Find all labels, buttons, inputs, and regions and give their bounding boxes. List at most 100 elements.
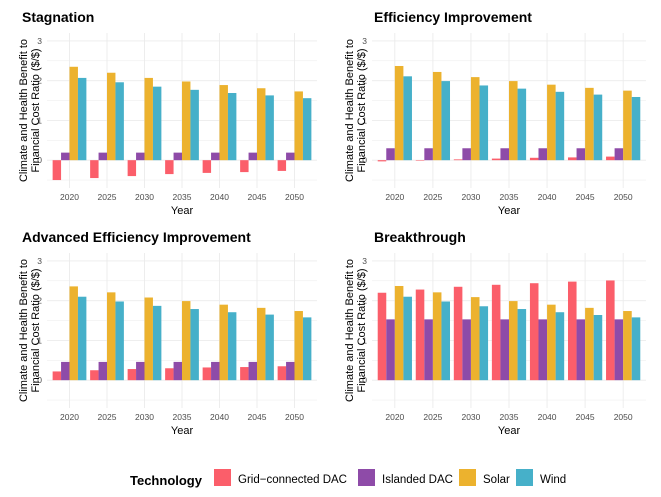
bar-grid-connected-dac-2020: [377, 160, 387, 162]
bar-solar-2020: [69, 286, 78, 381]
panel-breakthrough: Breakthrough 0 1 2 3 2020 2025 2030 2035 2040 2045…: [344, 229, 646, 437]
y-tick-label: 3: [37, 36, 42, 46]
x-tick-label: 2035: [173, 192, 192, 202]
bar-grid-connected-dac-2020: [52, 160, 62, 181]
x-tick-label: 2040: [538, 192, 557, 202]
bar-solar-2030: [470, 77, 480, 161]
bar-islanded-dac-2040: [538, 319, 548, 381]
bar-wind-2040: [227, 93, 237, 161]
bar-solar-2040: [547, 84, 556, 161]
x-tick-label: 2025: [98, 192, 117, 202]
bar-grid-connected-dac-2030: [127, 160, 137, 177]
bar-grid-connected-dac-2020: [52, 371, 62, 381]
bar-islanded-dac-2045: [576, 319, 586, 381]
x-tick-label: 2030: [461, 192, 480, 202]
bar-grid-connected-dac-2050: [277, 366, 287, 381]
x-axis-title: Year: [498, 205, 521, 217]
bar-islanded-dac-2050: [286, 361, 295, 381]
bar-islanded-dac-2020: [386, 319, 395, 381]
bar-islanded-dac-2035: [173, 152, 182, 161]
bar-grid-connected-dac-2025: [415, 289, 425, 381]
y-axis-title-line: Financial Cost Ratio ($/$): [356, 268, 368, 392]
bar-grid-connected-dac-2050: [277, 160, 287, 171]
bar-wind-2040: [555, 91, 565, 161]
bar-islanded-dac-2045: [248, 152, 257, 161]
bar-islanded-dac-2025: [98, 152, 107, 161]
y-axis-title-line: Financial Cost Ratio ($/$): [30, 268, 42, 392]
x-tick-label: 2020: [60, 192, 79, 202]
bar-islanded-dac-2035: [173, 361, 182, 381]
x-axis-title: Year: [171, 425, 194, 437]
bar-grid-connected-dac-2045: [240, 160, 249, 173]
y-axis-title-line: Financial Cost Ratio ($/$): [30, 48, 42, 172]
y-axis-title: Climate and Health Benefit toFinancial C…: [344, 259, 368, 402]
x-tick-label: 2050: [285, 412, 304, 422]
bar-wind-2035: [190, 89, 199, 161]
bar-solar-2050: [294, 311, 303, 381]
bar-solar-2040: [547, 304, 556, 381]
bar-wind-2025: [441, 301, 451, 381]
x-axis-title: Year: [171, 205, 194, 217]
bar-solar-2045: [585, 307, 594, 381]
bar-wind-2035: [517, 309, 527, 381]
bar-solar-2025: [432, 71, 442, 161]
bar-grid-connected-dac-2035: [165, 160, 174, 175]
y-tick-label: 3: [362, 36, 367, 46]
bar-wind-2025: [115, 82, 124, 161]
bar-wind-2050: [631, 96, 641, 161]
panel-title: Advanced Efficiency Improvement: [22, 229, 251, 245]
bar-grid-connected-dac-2025: [90, 160, 99, 179]
x-tick-label: 2040: [538, 412, 557, 422]
bar-grid-connected-dac-2040: [529, 157, 539, 161]
bar-islanded-dac-2025: [98, 361, 107, 381]
bar-wind-2045: [593, 315, 603, 381]
bar-wind-2020: [77, 296, 87, 381]
y-axis-title-line: Financial Cost Ratio ($/$): [356, 48, 368, 172]
bar-grid-connected-dac-2030: [453, 159, 463, 161]
x-tick-label: 2020: [60, 412, 79, 422]
bar-solar-2020: [69, 66, 78, 161]
bar-grid-connected-dac-2040: [202, 367, 212, 381]
y-tick-label: 2: [37, 76, 42, 86]
bar-islanded-dac-2020: [61, 152, 70, 161]
y-axis-title: Climate and Health Benefit toFinancial C…: [18, 259, 42, 402]
legend-title: Technology: [130, 473, 203, 488]
bar-solar-2050: [623, 311, 632, 381]
x-tick-label: 2025: [98, 412, 117, 422]
panel-advanced-efficiency-improvement: Advanced Efficiency Improvement 0 1 2 3 2020 2…: [18, 229, 317, 437]
bar-wind-2050: [302, 98, 312, 161]
bar-solar-2050: [623, 90, 632, 161]
bar-solar-2045: [257, 88, 266, 161]
bar-wind-2040: [555, 312, 565, 381]
bar-solar-2035: [182, 301, 191, 381]
bar-wind-2020: [77, 77, 87, 161]
bar-solar-2040: [219, 85, 228, 161]
x-tick-label: 2045: [576, 192, 595, 202]
bar-grid-connected-dac-2025: [90, 370, 99, 381]
bar-solar-2035: [509, 81, 518, 161]
bar-solar-2020: [394, 65, 404, 161]
bar-islanded-dac-2050: [614, 148, 624, 161]
panel-title: Stagnation: [22, 9, 94, 25]
bar-grid-connected-dac-2030: [127, 369, 137, 381]
legend-key-islanded-dac: [358, 469, 375, 486]
bar-islanded-dac-2030: [136, 152, 145, 161]
y-axis-title-line: Climate and Health Benefit to: [18, 259, 30, 402]
bar-grid-connected-dac-2035: [165, 368, 174, 381]
bar-islanded-dac-2035: [500, 319, 509, 381]
bar-grid-connected-dac-2025: [415, 160, 425, 161]
x-tick-label: 2050: [614, 412, 633, 422]
x-tick-label: 2050: [614, 192, 633, 202]
y-tick-label: 1: [37, 115, 42, 125]
y-tick-label: 0: [362, 375, 367, 385]
bar-islanded-dac-2050: [286, 152, 295, 161]
panel-title: Efficiency Improvement: [374, 9, 532, 25]
legend-label-wind: Wind: [540, 474, 566, 486]
x-tick-label: 2025: [423, 412, 442, 422]
bar-wind-2045: [265, 95, 274, 161]
bar-islanded-dac-2045: [576, 148, 586, 161]
bar-solar-2030: [470, 297, 480, 381]
bar-grid-connected-dac-2040: [202, 160, 212, 173]
x-tick-label: 2035: [500, 412, 519, 422]
